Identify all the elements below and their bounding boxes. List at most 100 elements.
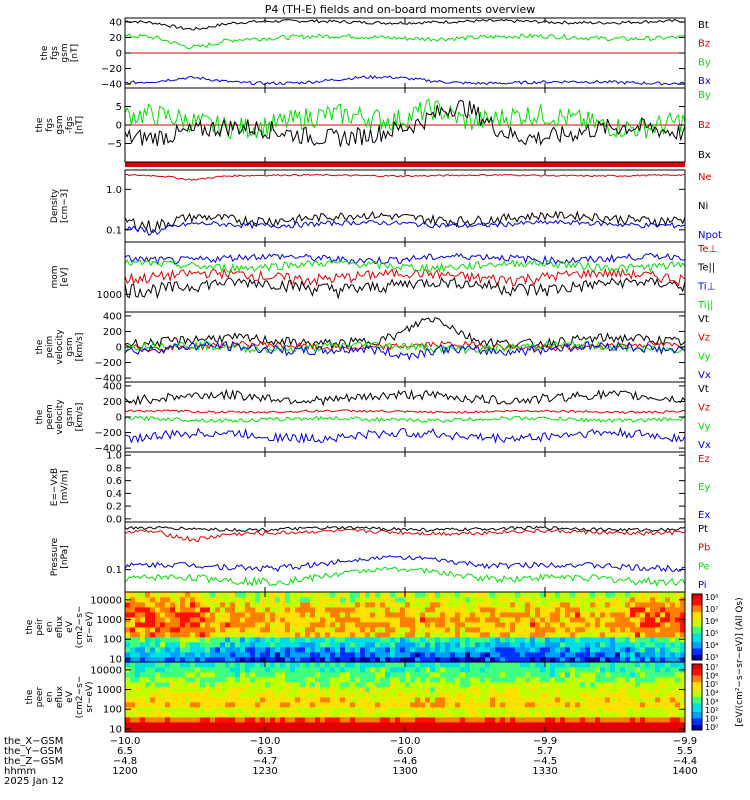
spectrogram-cell: [135, 722, 141, 728]
spectrogram-cell: [440, 617, 446, 623]
spectrogram-cell: [125, 652, 131, 658]
spectrogram-cell: [325, 712, 331, 718]
spectrogram-cell: [410, 637, 416, 643]
spectrogram-cell: [590, 722, 596, 728]
spectrogram-cell: [545, 622, 551, 628]
colorbar-segment: [692, 723, 702, 726]
spectrogram-cell: [580, 597, 586, 603]
spectrogram-cell: [320, 727, 326, 733]
y-tick-label: −40: [101, 80, 122, 91]
spectrogram-cell: [145, 622, 151, 628]
spectrogram-cell: [155, 657, 161, 663]
spectrogram-cell: [175, 702, 181, 708]
spectrogram-cell: [480, 632, 486, 638]
spectrogram-cell: [660, 662, 666, 668]
spectrogram-cell: [210, 712, 216, 718]
spectrogram-cell: [445, 702, 451, 708]
colorbar-segment: [692, 711, 702, 714]
spectrogram-cell: [135, 637, 141, 643]
spectrogram-cell: [620, 602, 626, 608]
spectrogram-cell: [660, 672, 666, 678]
spectrogram-cell: [545, 652, 551, 658]
spectrogram-cell: [250, 632, 256, 638]
spectrogram-cell: [550, 677, 556, 683]
x-row-label: hhmm: [4, 766, 36, 777]
colorbar-segment: [692, 615, 702, 618]
spectrogram-cell: [445, 617, 451, 623]
spectrogram-cell: [420, 632, 426, 638]
colorbar-segment: [692, 697, 702, 700]
spectrogram-cell: [265, 682, 271, 688]
spectrogram-cell: [630, 677, 636, 683]
spectrogram-cell: [605, 637, 611, 643]
spectrogram-cell: [385, 612, 391, 618]
spectrogram-cell: [455, 707, 461, 713]
spectrogram-cell: [615, 702, 621, 708]
spectrogram-cell: [275, 692, 281, 698]
spectrogram-cell: [300, 662, 306, 668]
spectrogram-cell: [575, 652, 581, 658]
spectrogram-cell: [485, 722, 491, 728]
spectrogram-cell: [330, 702, 336, 708]
spectrogram-cell: [395, 692, 401, 698]
spectrogram-cell: [185, 627, 191, 633]
spectrogram-cell: [295, 727, 301, 733]
spectrogram-cell: [370, 672, 376, 678]
spectrogram-cell: [160, 652, 166, 658]
spectrogram-cell: [430, 687, 436, 693]
spectrogram-cell: [350, 697, 356, 703]
spectrogram-cell: [290, 702, 296, 708]
spectrogram-cell: [220, 597, 226, 603]
spectrogram-cell: [185, 677, 191, 683]
y-tick-label: 1000: [97, 290, 122, 301]
spectrogram-cell: [210, 727, 216, 733]
spectrogram-cell: [400, 692, 406, 698]
spectrogram-cell: [640, 697, 646, 703]
spectrogram-cell: [395, 717, 401, 723]
spectrogram-cell: [635, 672, 641, 678]
spectrogram-cell: [205, 687, 211, 693]
spectrogram-cell: [580, 602, 586, 608]
spectrogram-cell: [625, 692, 631, 698]
y-axis-label: the: [35, 117, 45, 132]
colorbar-segment: [692, 703, 702, 706]
spectrogram-cell: [475, 642, 481, 648]
spectrogram-cell: [210, 607, 216, 613]
spectrogram-cell: [255, 647, 261, 653]
spectrogram-cell: [500, 602, 506, 608]
spectrogram-cell: [360, 712, 366, 718]
spectrogram-cell: [180, 692, 186, 698]
spectrogram-cell: [245, 662, 251, 668]
spectrogram-cell: [450, 642, 456, 648]
spectrogram-cell: [150, 677, 156, 683]
spectrogram-cell: [650, 647, 656, 653]
spectrogram-cell: [660, 687, 666, 693]
spectrogram-cell: [480, 592, 486, 598]
spectrogram-cell: [565, 597, 571, 603]
spectrogram-cell: [235, 632, 241, 638]
spectrogram-cell: [405, 662, 411, 668]
spectrogram-cell: [515, 652, 521, 658]
spectrogram-cell: [600, 712, 606, 718]
spectrogram-cell: [375, 697, 381, 703]
series-line-Pe: [124, 566, 686, 588]
spectrogram-cell: [645, 632, 651, 638]
spectrogram-cell: [425, 687, 431, 693]
spectrogram-cell: [505, 607, 511, 613]
spectrogram-cell: [275, 727, 281, 733]
spectrogram-cell: [315, 597, 321, 603]
spectrogram-cell: [500, 712, 506, 718]
spectrogram-cell: [190, 677, 196, 683]
spectrogram-cell: [200, 627, 206, 633]
spectrogram-cell: [680, 727, 686, 733]
spectrogram-cell: [635, 717, 641, 723]
spectrogram-cell: [470, 592, 476, 598]
spectrogram-cell: [335, 652, 341, 658]
y-tick-label: −5: [107, 139, 122, 150]
colorbar-segment: [692, 603, 702, 607]
spectrogram-cell: [605, 677, 611, 683]
spectrogram-cell: [345, 632, 351, 638]
spectrogram-cell: [205, 617, 211, 623]
spectrogram-cell: [480, 652, 486, 658]
